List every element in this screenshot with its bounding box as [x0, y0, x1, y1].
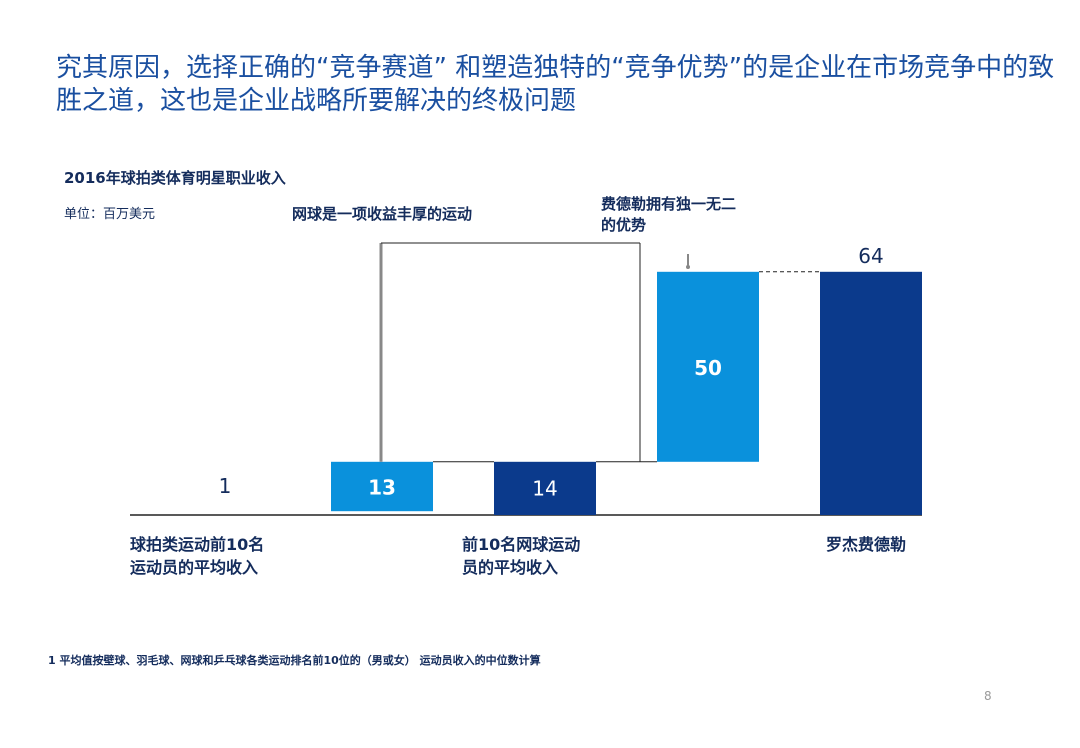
headline: 究其原因，选择正确的“竞争赛道” 和塑造独特的“竞争优势”的是企业在市场竞争中的…: [56, 53, 1055, 116]
category-label-tennis-avg: 前10名网球运动 员的平均收入: [462, 535, 581, 577]
bar-avg-top10-tennis: [494, 461, 596, 515]
annotation-federer-pointer-tip: [686, 265, 690, 269]
value-label-federer-total: 64: [858, 244, 883, 268]
footnote: 1 平均值按壁球、羽毛球、网球和乒乓球各类运动排名前10位的（男或女） 运动员收…: [48, 654, 541, 667]
chart-title: 2016年球拍类体育明星职业收入: [64, 169, 286, 187]
value-label-avg-top10-tennis: 14: [532, 476, 557, 500]
value-label-federer-increment: 50: [694, 356, 722, 380]
page-number: 8: [984, 689, 992, 703]
chart-unit: 单位：百万美元: [64, 207, 156, 222]
value-label-tennis-increment: 13: [368, 476, 396, 500]
bar-tennis-increment: [331, 461, 433, 512]
category-label-federer: 罗杰费德勒: [826, 535, 907, 554]
bar-federer-total: [820, 271, 922, 515]
bar-federer-increment: [657, 271, 759, 462]
annotation-tennis-lucrative: 网球是一项收益丰厚的运动: [292, 205, 473, 223]
category-label-racket-avg: 球拍类运动前10名 运动员的平均收入: [130, 535, 265, 577]
annotation-federer-unique: 费德勒拥有独一无二 的优势: [601, 195, 737, 234]
value-label-avg-top10-racket: 1: [219, 474, 232, 498]
